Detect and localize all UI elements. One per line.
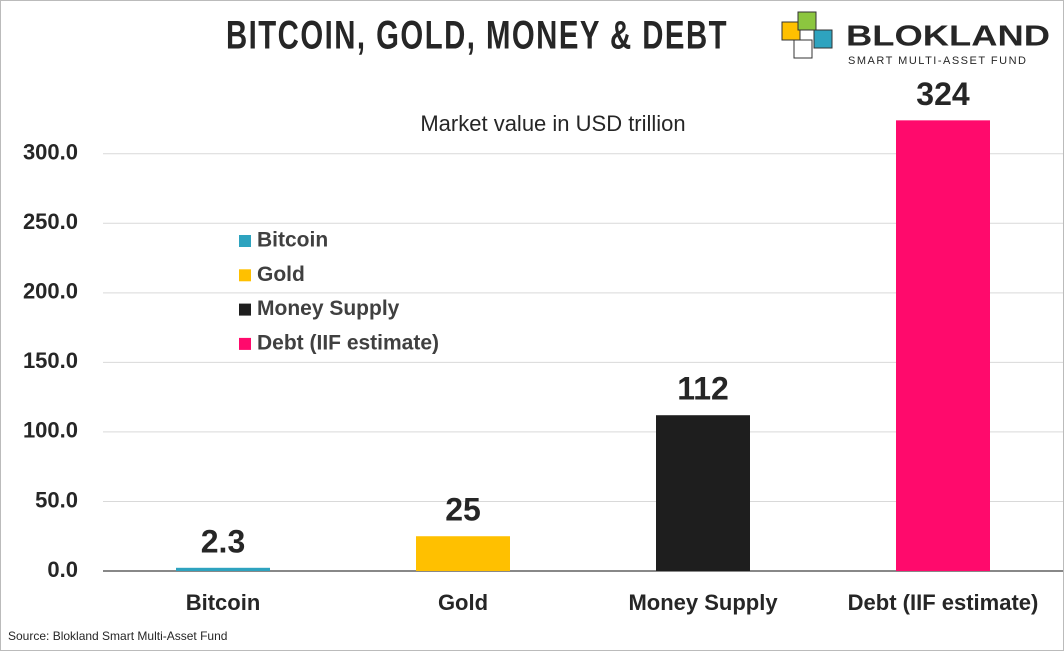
bar [656,415,750,571]
bar [896,120,990,571]
y-tick-label: 200.0 [23,279,78,304]
legend-label: Debt (IIF estimate) [257,331,439,354]
y-tick-label: 300.0 [23,140,78,165]
legend-label: Money Supply [257,297,400,320]
value-label: 112 [677,371,729,407]
logo-cube [781,21,801,41]
logo-cube [813,29,833,49]
chart-title: BITCOIN, GOLD, MONEY & DEBT [226,14,728,58]
legend-label: Gold [257,263,305,286]
legend-swatch [239,303,251,316]
value-label: 25 [445,492,481,528]
brand-logo [781,11,833,59]
x-tick-label: Debt (IIF estimate) [848,590,1039,615]
bar [176,567,270,571]
y-tick-label: 150.0 [23,348,78,373]
chart-subtitle: Market value in USD trillion [420,111,685,136]
x-tick-label: Gold [438,590,488,615]
y-tick-label: 50.0 [35,487,78,512]
logo-cube [793,39,813,59]
legend-swatch [239,235,251,247]
legend-swatch [239,269,251,282]
brand-name: BLOKLAND [846,21,1050,53]
legend-label: Bitcoin [257,229,328,252]
value-label: 324 [916,76,970,112]
source-note: Source: Blokland Smart Multi-Asset Fund [8,629,227,643]
y-tick-label: 250.0 [23,209,78,234]
brand-tagline: SMART MULTI-ASSET FUND [848,55,1027,67]
bar [416,536,510,571]
legend-swatch [239,337,251,350]
value-label: 2.3 [201,523,245,559]
y-tick-label: 100.0 [23,418,78,443]
logo-cube [797,11,817,31]
x-tick-label: Money Supply [628,590,778,615]
y-tick-label: 0.0 [47,557,78,582]
x-tick-label: Bitcoin [186,590,261,615]
